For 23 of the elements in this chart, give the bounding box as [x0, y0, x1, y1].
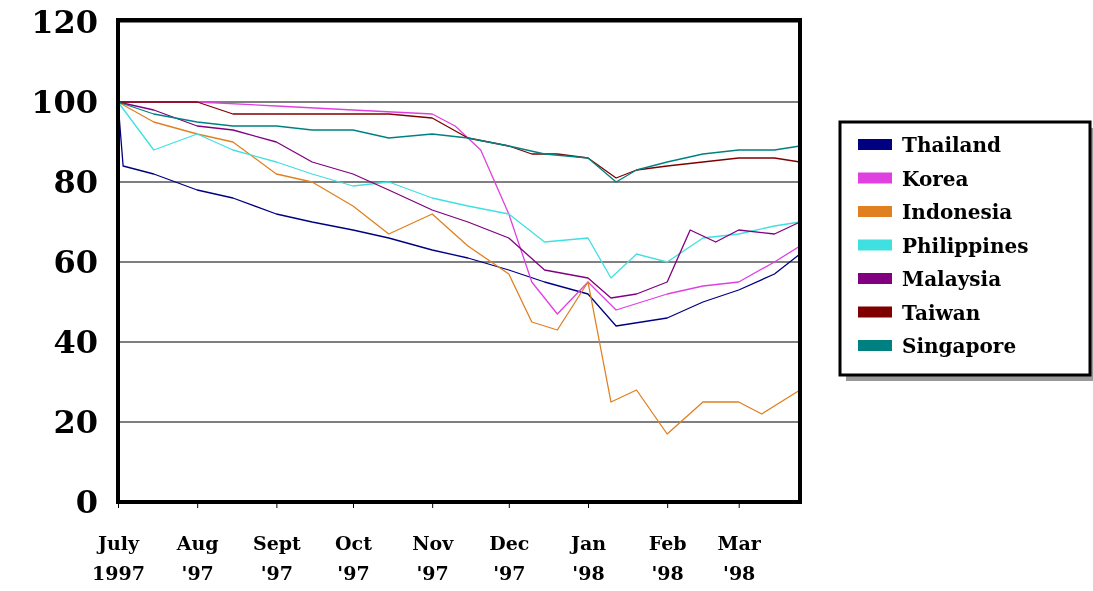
- y-tick-label: 0: [75, 482, 98, 521]
- legend-label: Singapore: [902, 334, 1017, 358]
- y-tick-label: 60: [53, 242, 98, 281]
- legend-label: Taiwan: [902, 300, 981, 325]
- y-tick-label: 80: [53, 162, 98, 201]
- x-tick-label: Nov '97: [412, 532, 455, 584]
- x-tick-label: Aug '97: [175, 532, 219, 584]
- x-tick-label: Dec '97: [489, 532, 530, 584]
- legend-label: Korea: [902, 166, 969, 191]
- y-tick-label: 20: [53, 402, 98, 441]
- x-tick-label: Jan '98: [568, 532, 607, 584]
- y-tick-label: 40: [53, 322, 98, 361]
- y-tick-label: 120: [31, 2, 98, 41]
- x-tick-label: July 1997: [92, 532, 145, 584]
- x-tick-label: Oct '97: [335, 532, 373, 584]
- x-tick-label: Sept '97: [252, 532, 302, 584]
- legend-label: Indonesia: [902, 200, 1013, 224]
- x-tick-label: Feb '98: [648, 532, 687, 584]
- legend-label: Philippines: [902, 233, 1029, 258]
- x-tick-label: Mar '98: [717, 532, 762, 584]
- legend-label: Malaysia: [902, 267, 1002, 291]
- legend-label: Thailand: [902, 133, 1002, 157]
- y-tick-label: 100: [31, 82, 98, 121]
